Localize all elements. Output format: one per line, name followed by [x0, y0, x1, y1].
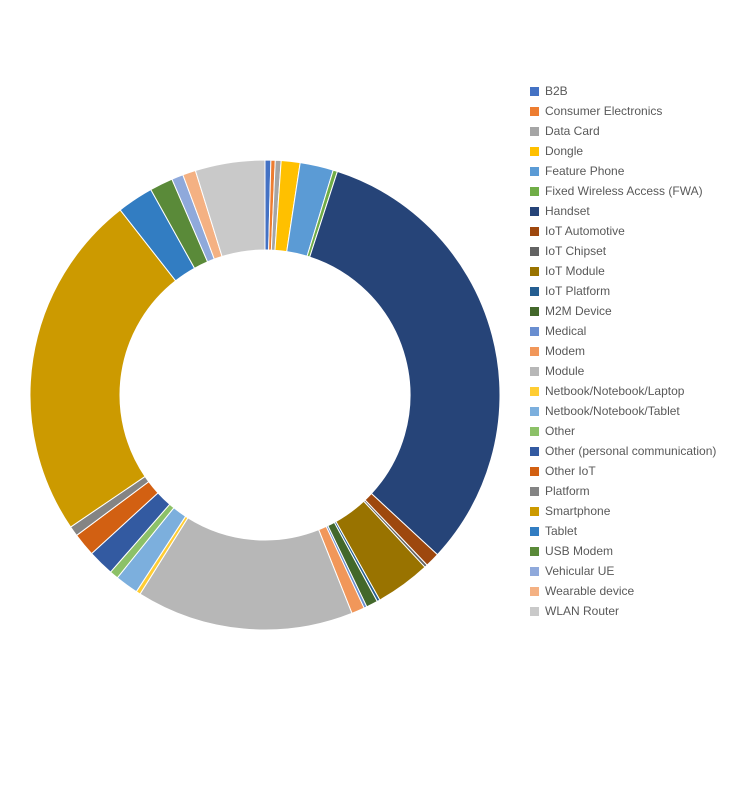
- donut-slice: [310, 171, 500, 554]
- legend-label: Medical: [545, 325, 586, 337]
- legend-label: Tablet: [545, 525, 577, 537]
- legend-item: Dongle: [530, 145, 730, 157]
- legend-swatch: [530, 347, 539, 356]
- legend-swatch: [530, 607, 539, 616]
- legend-swatch: [530, 127, 539, 136]
- legend-label: Wearable device: [545, 585, 634, 597]
- legend-item: Wearable device: [530, 585, 730, 597]
- legend-swatch: [530, 407, 539, 416]
- legend-item: Other (personal communication): [530, 445, 730, 457]
- legend-item: USB Modem: [530, 545, 730, 557]
- legend-label: Netbook/Notebook/Tablet: [545, 405, 680, 417]
- legend-item: Feature Phone: [530, 165, 730, 177]
- legend-item: Other: [530, 425, 730, 437]
- legend-swatch: [530, 207, 539, 216]
- legend-swatch: [530, 527, 539, 536]
- legend-swatch: [530, 327, 539, 336]
- legend-label: Module: [545, 365, 584, 377]
- legend-swatch: [530, 87, 539, 96]
- legend-item: Tablet: [530, 525, 730, 537]
- legend-item: Platform: [530, 485, 730, 497]
- legend-item: Vehicular UE: [530, 565, 730, 577]
- legend-label: Fixed Wireless Access (FWA): [545, 185, 703, 197]
- legend-label: USB Modem: [545, 545, 613, 557]
- legend-swatch: [530, 387, 539, 396]
- legend-label: Other: [545, 425, 575, 437]
- legend-swatch: [530, 147, 539, 156]
- legend-label: Feature Phone: [545, 165, 624, 177]
- legend-swatch: [530, 587, 539, 596]
- legend-swatch: [530, 107, 539, 116]
- legend-item: Medical: [530, 325, 730, 337]
- legend-swatch: [530, 187, 539, 196]
- legend-label: Dongle: [545, 145, 583, 157]
- legend-label: IoT Chipset: [545, 245, 606, 257]
- legend-swatch: [530, 167, 539, 176]
- legend-label: IoT Platform: [545, 285, 610, 297]
- legend-label: IoT Automotive: [545, 225, 625, 237]
- legend-item: Netbook/Notebook/Laptop: [530, 385, 730, 397]
- legend-swatch: [530, 247, 539, 256]
- legend-label: Vehicular UE: [545, 565, 614, 577]
- legend-label: Handset: [545, 205, 590, 217]
- legend-swatch: [530, 227, 539, 236]
- legend-swatch: [530, 307, 539, 316]
- donut-slice: [30, 210, 176, 527]
- legend-swatch: [530, 267, 539, 276]
- legend-label: Consumer Electronics: [545, 105, 662, 117]
- legend-swatch: [530, 507, 539, 516]
- legend-item: IoT Module: [530, 265, 730, 277]
- legend-label: Other IoT: [545, 465, 596, 477]
- legend-label: M2M Device: [545, 305, 612, 317]
- legend-item: IoT Platform: [530, 285, 730, 297]
- legend-item: Netbook/Notebook/Tablet: [530, 405, 730, 417]
- legend-swatch: [530, 427, 539, 436]
- legend-label: Platform: [545, 485, 590, 497]
- legend-item: Fixed Wireless Access (FWA): [530, 185, 730, 197]
- legend-label: Netbook/Notebook/Laptop: [545, 385, 684, 397]
- legend-swatch: [530, 567, 539, 576]
- legend-label: Data Card: [545, 125, 600, 137]
- legend-item: Module: [530, 365, 730, 377]
- chart-stage: B2B Consumer Electronics Data Card Dongle Fe…: [0, 0, 740, 795]
- legend-label: Modem: [545, 345, 585, 357]
- legend-item: IoT Automotive: [530, 225, 730, 237]
- legend-item: WLAN Router: [530, 605, 730, 617]
- legend-item: Other IoT: [530, 465, 730, 477]
- legend-label: WLAN Router: [545, 605, 619, 617]
- legend-label: B2B: [545, 85, 568, 97]
- legend-item: Consumer Electronics: [530, 105, 730, 117]
- legend-swatch: [530, 487, 539, 496]
- legend-label: Other (personal communication): [545, 445, 716, 457]
- legend-item: Handset: [530, 205, 730, 217]
- legend-item: Smartphone: [530, 505, 730, 517]
- legend-swatch: [530, 287, 539, 296]
- legend-item: Data Card: [530, 125, 730, 137]
- legend-swatch: [530, 547, 539, 556]
- legend-item: M2M Device: [530, 305, 730, 317]
- legend: B2B Consumer Electronics Data Card Dongle Fe…: [530, 85, 730, 625]
- legend-swatch: [530, 467, 539, 476]
- legend-item: B2B: [530, 85, 730, 97]
- legend-item: Modem: [530, 345, 730, 357]
- legend-label: Smartphone: [545, 505, 610, 517]
- legend-label: IoT Module: [545, 265, 605, 277]
- legend-swatch: [530, 447, 539, 456]
- legend-item: IoT Chipset: [530, 245, 730, 257]
- legend-swatch: [530, 367, 539, 376]
